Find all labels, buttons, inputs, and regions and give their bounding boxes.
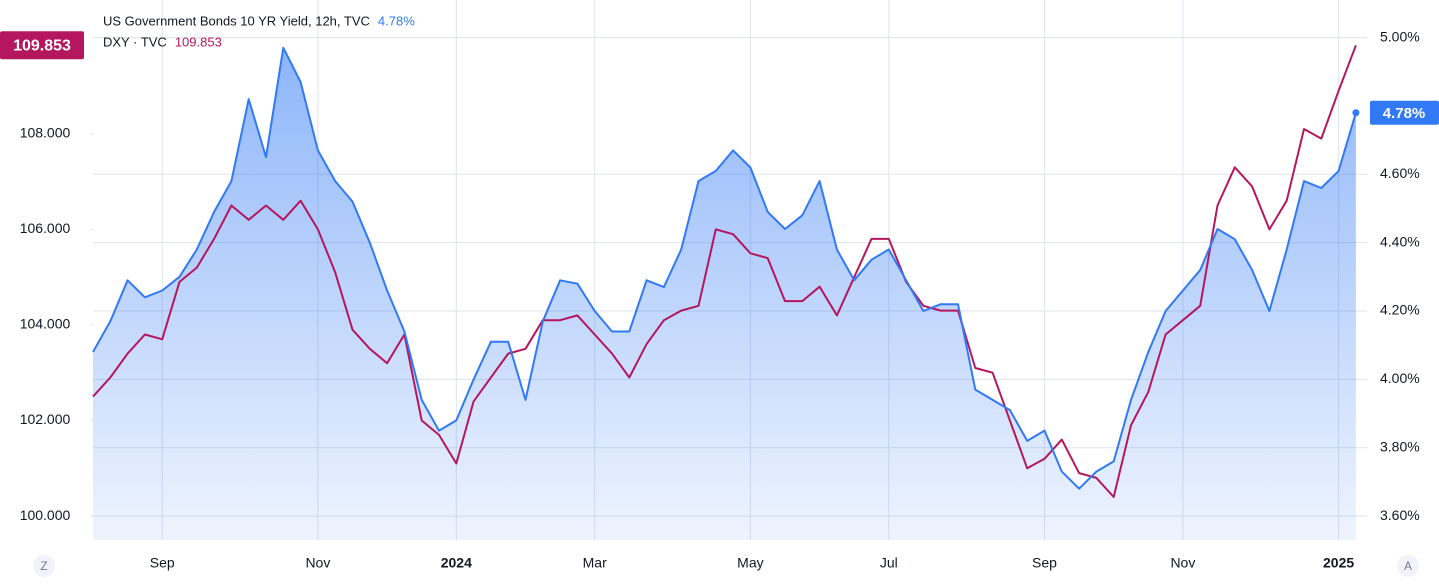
x-tick-label: Nov bbox=[1170, 555, 1195, 571]
legend-name: DXY · TVC bbox=[103, 34, 167, 49]
y-tick-label: 106.000 bbox=[20, 220, 71, 236]
legend-value: 109.853 bbox=[175, 34, 222, 49]
y2-tick-label: 4.20% bbox=[1380, 302, 1420, 318]
legend-value: 4.78% bbox=[378, 13, 415, 28]
price-badge bbox=[1370, 100, 1439, 125]
last-point bbox=[1352, 109, 1360, 117]
y2-tick-label: 3.60% bbox=[1380, 507, 1420, 523]
y-tick-label: 100.000 bbox=[20, 507, 71, 523]
y-tick-label: 104.000 bbox=[20, 316, 71, 332]
x-tick-label: May bbox=[737, 555, 763, 571]
y2-tick-label: 4.00% bbox=[1380, 370, 1420, 386]
control-label[interactable]: A bbox=[1404, 559, 1412, 573]
area bbox=[93, 47, 1356, 541]
x-tick-label: Sep bbox=[150, 555, 175, 571]
x-tick-label: 2025 bbox=[1323, 555, 1354, 571]
legend-name: US Government Bonds 10 YR Yield, 12h, TV… bbox=[103, 13, 370, 28]
price-badge bbox=[0, 31, 84, 60]
x-tick-label: 2024 bbox=[441, 555, 472, 571]
price-badge-label: 4.78% bbox=[1383, 105, 1426, 122]
x-tick-label: Nov bbox=[305, 555, 330, 571]
control-label[interactable]: Z bbox=[40, 559, 47, 573]
y2-tick-label: 5.00% bbox=[1380, 28, 1420, 44]
price-badge-label: 109.853 bbox=[13, 37, 71, 54]
y2-tick-label: 4.40% bbox=[1380, 233, 1420, 249]
x-tick-label: Jul bbox=[880, 555, 898, 571]
x-tick-label: Sep bbox=[1032, 555, 1057, 571]
control-button[interactable] bbox=[33, 555, 55, 577]
y-tick-label: 102.000 bbox=[20, 411, 71, 427]
y2-tick-label: 4.60% bbox=[1380, 165, 1420, 181]
control-button[interactable] bbox=[1397, 555, 1419, 577]
series-line bbox=[92, 46, 1357, 490]
y-tick-label: 108.000 bbox=[20, 125, 71, 141]
x-tick-label: Mar bbox=[583, 555, 607, 571]
series-line bbox=[92, 44, 1357, 498]
y2-tick-label: 3.80% bbox=[1380, 438, 1420, 454]
